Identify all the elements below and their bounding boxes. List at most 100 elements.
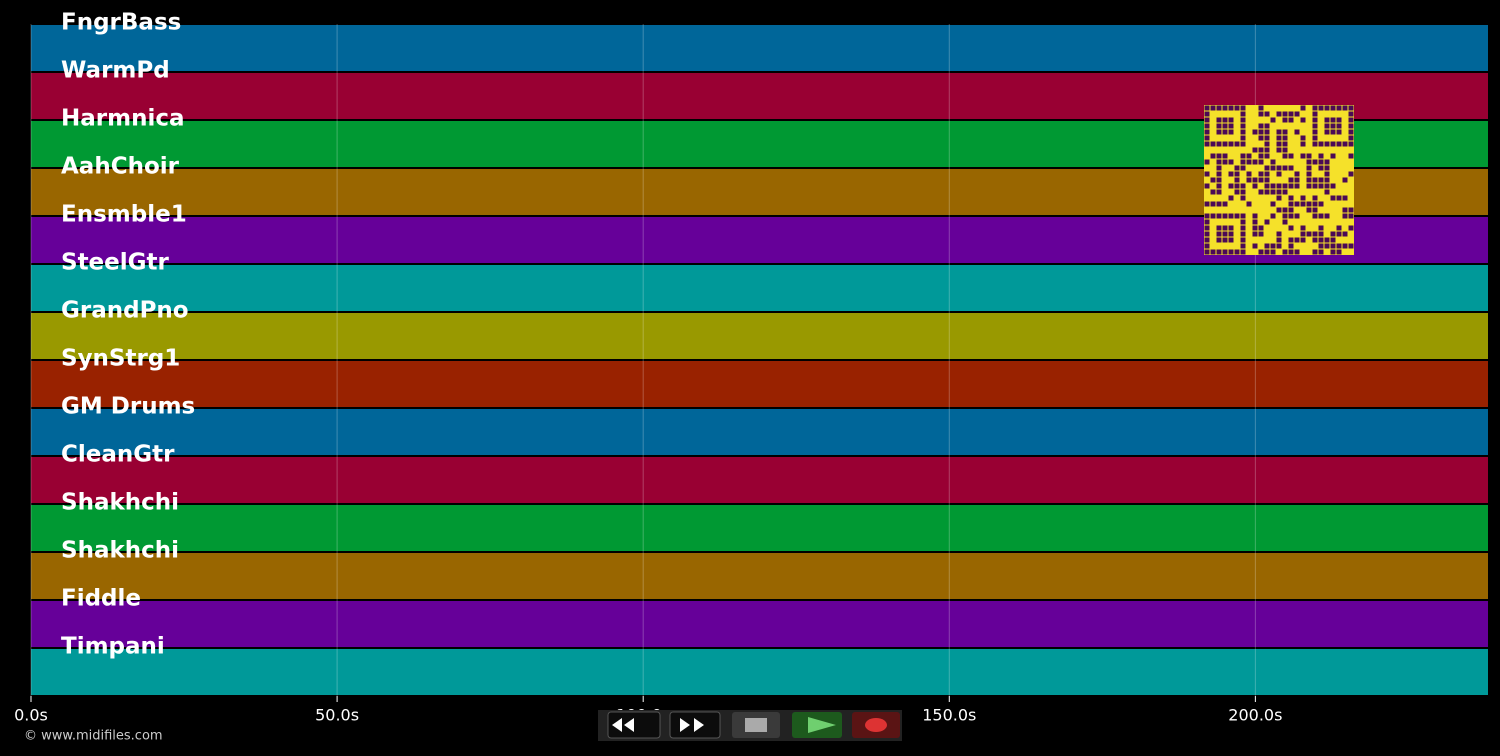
qr-module [1252,243,1258,249]
qr-module [1270,243,1276,249]
qr-module [1270,117,1276,123]
qr-module [1312,201,1318,207]
qr-module [1276,183,1282,189]
qr-module [1312,177,1318,183]
qr-module [1330,153,1336,159]
qr-module [1300,105,1306,111]
qr-module [1258,231,1264,237]
qr-module [1348,243,1354,249]
qr-module [1306,201,1312,207]
track-row [31,505,1488,551]
qr-module [1324,189,1330,195]
qr-module [1216,231,1222,237]
qr-module [1342,105,1348,111]
qr-module [1240,165,1246,171]
controls [598,710,902,741]
qr-module [1288,165,1294,171]
qr-module [1222,105,1228,111]
track-label: Harmnica [61,106,185,132]
qr-module [1282,111,1288,117]
record-button[interactable] [852,712,900,738]
qr-module [1306,177,1312,183]
qr-module [1348,105,1354,111]
qr-module [1312,129,1318,135]
qr-module [1318,141,1324,147]
track-label: Shakhchi [61,490,179,516]
qr-module [1282,135,1288,141]
qr-module [1240,129,1246,135]
rewind-button[interactable] [607,711,661,739]
qr-module [1204,105,1210,111]
qr-module [1282,219,1288,225]
qr-module [1282,129,1288,135]
qr-module [1234,213,1240,219]
track-row [31,25,1488,71]
qr-module [1336,231,1342,237]
qr-module [1234,141,1240,147]
qr-module [1318,201,1324,207]
qr-module [1228,129,1234,135]
x-tick-label: 0.0s [14,706,48,725]
qr-module [1318,183,1324,189]
qr-module [1252,129,1258,135]
qr-module [1264,129,1270,135]
qr-module [1210,105,1216,111]
track-row [31,313,1488,359]
qr-module [1216,177,1222,183]
qr-module [1276,207,1282,213]
qr-module [1312,105,1318,111]
qr-module [1324,237,1330,243]
qr-module [1348,153,1354,159]
qr-module [1222,123,1228,129]
qr-module [1342,243,1348,249]
qr-module [1228,213,1234,219]
qr-module [1342,195,1348,201]
qr-module [1318,177,1324,183]
qr-module [1300,237,1306,243]
qr-module [1282,141,1288,147]
qr-module [1216,123,1222,129]
qr-module [1240,195,1246,201]
qr-module [1204,111,1210,117]
track-labels: FngrBass WarmPd Harmnica AahChoir Ensmble1 St… [61,10,195,660]
qr-module [1240,219,1246,225]
qr-module [1276,231,1282,237]
qr-module [1264,141,1270,147]
qr-module [1252,177,1258,183]
qr-module [1324,165,1330,171]
qr-module [1330,117,1336,123]
qr-module [1270,165,1276,171]
qr-module [1288,177,1294,183]
qr-module [1288,243,1294,249]
qr-module [1318,213,1324,219]
qr-module [1240,189,1246,195]
forward-button[interactable] [669,711,721,739]
qr-module [1348,117,1354,123]
qr-module [1240,225,1246,231]
qr-module [1300,135,1306,141]
qr-module [1348,129,1354,135]
qr-module [1240,123,1246,129]
qr-module [1288,195,1294,201]
qr-module [1300,195,1306,201]
stop-button[interactable] [732,712,780,738]
x-tick-label: 50.0s [315,706,359,725]
qr-module [1324,141,1330,147]
qr-module [1318,225,1324,231]
qr-module [1348,225,1354,231]
play-button[interactable] [792,712,842,738]
qr-module [1234,105,1240,111]
qr-module [1204,171,1210,177]
qr-module [1216,213,1222,219]
qr-module [1276,165,1282,171]
qr-module [1294,183,1300,189]
qr-module [1330,249,1336,255]
qr-module [1264,171,1270,177]
qr-module [1210,153,1216,159]
qr-module [1348,141,1354,147]
qr-module [1276,171,1282,177]
qr-module [1216,165,1222,171]
qr-module [1300,201,1306,207]
qr-module [1270,183,1276,189]
